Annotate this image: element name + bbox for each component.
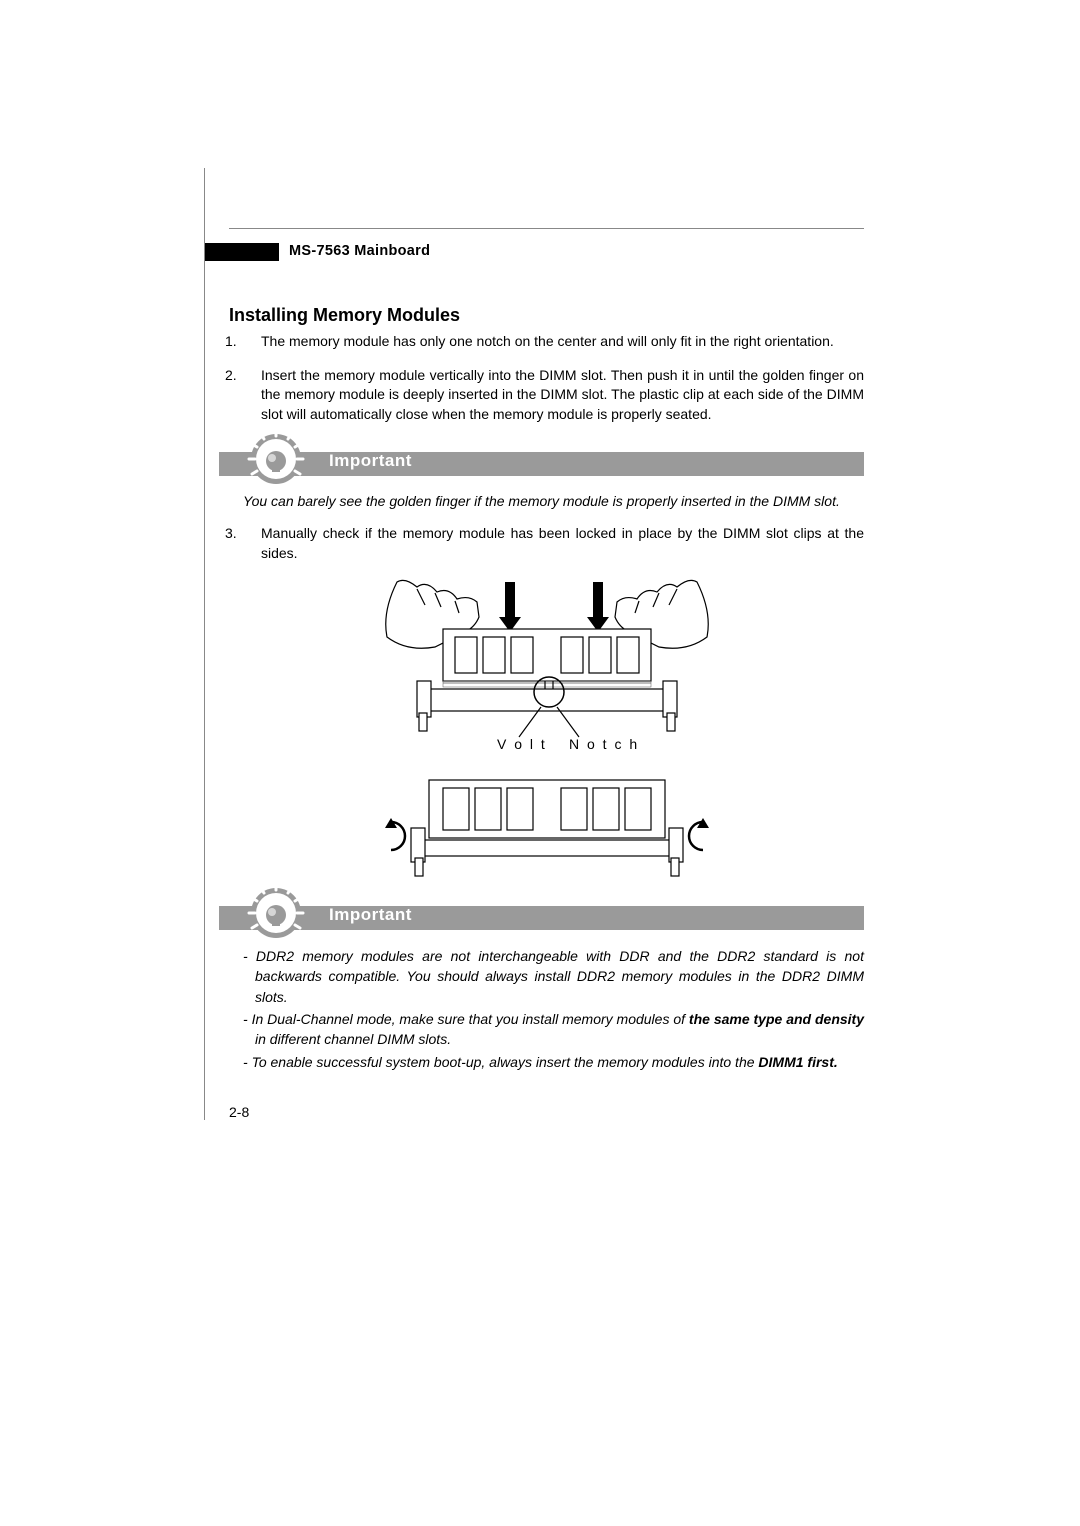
- important-note: You can barely see the golden finger if …: [243, 492, 864, 512]
- instruction-step: 2.Insert the memory module vertically in…: [243, 366, 864, 425]
- diagram-label-volt: V o l t: [497, 736, 547, 752]
- note-item: In Dual-Channel mode, make sure that you…: [243, 1009, 864, 1050]
- page-header: MS-7563 Mainboard: [229, 228, 864, 259]
- important-label: Important: [329, 451, 412, 471]
- note-text-span: In Dual-Channel mode, make sure that you…: [252, 1011, 689, 1027]
- diagram-hands-inserting-memory: V o l t N o t c h: [377, 577, 717, 772]
- step-text: Manually check if the memory module has …: [261, 525, 864, 561]
- instruction-step: 1.The memory module has only one notch o…: [243, 332, 864, 352]
- important-banner: Important: [219, 892, 864, 934]
- important-bar: [219, 906, 864, 930]
- diagram-label-notch: N o t c h: [569, 736, 639, 752]
- manual-page: MS-7563 Mainboard Installing Memory Modu…: [204, 168, 864, 1120]
- note-text-span: DDR2 memory modules are not interchangea…: [255, 948, 864, 1005]
- step-text: Insert the memory module vertically into…: [261, 367, 864, 422]
- lightbulb-icon: [245, 428, 307, 490]
- product-title: MS-7563 Mainboard: [289, 243, 430, 259]
- page-content: MS-7563 Mainboard Installing Memory Modu…: [205, 168, 864, 1120]
- note-item: DDR2 memory modules are not interchangea…: [243, 946, 864, 1007]
- note-bold-span: the same type and density: [689, 1011, 864, 1027]
- important-label: Important: [329, 905, 412, 925]
- note-bold-span: DIMM1 first.: [758, 1054, 837, 1070]
- lightbulb-icon: [245, 882, 307, 944]
- important-bar: [219, 452, 864, 476]
- instruction-list-continued: 3.Manually check if the memory module ha…: [229, 524, 864, 563]
- instruction-list: 1.The memory module has only one notch o…: [229, 332, 864, 424]
- important-notes-list: DDR2 memory modules are not interchangea…: [243, 946, 864, 1072]
- note-item: To enable successful system boot-up, alw…: [243, 1052, 864, 1072]
- instruction-step: 3.Manually check if the memory module ha…: [243, 524, 864, 563]
- step-text: The memory module has only one notch on …: [261, 333, 834, 349]
- important-banner: Important: [219, 438, 864, 480]
- note-text-span: in different channel DIMM slots.: [255, 1031, 451, 1047]
- page-number: 2-8: [229, 1104, 864, 1120]
- memory-install-diagram: V o l t N o t c h: [229, 577, 864, 880]
- diagram-memory-seated: [367, 772, 727, 880]
- note-text-span: To enable successful system boot-up, alw…: [252, 1054, 759, 1070]
- section-title: Installing Memory Modules: [229, 305, 864, 326]
- header-black-block: [205, 243, 279, 261]
